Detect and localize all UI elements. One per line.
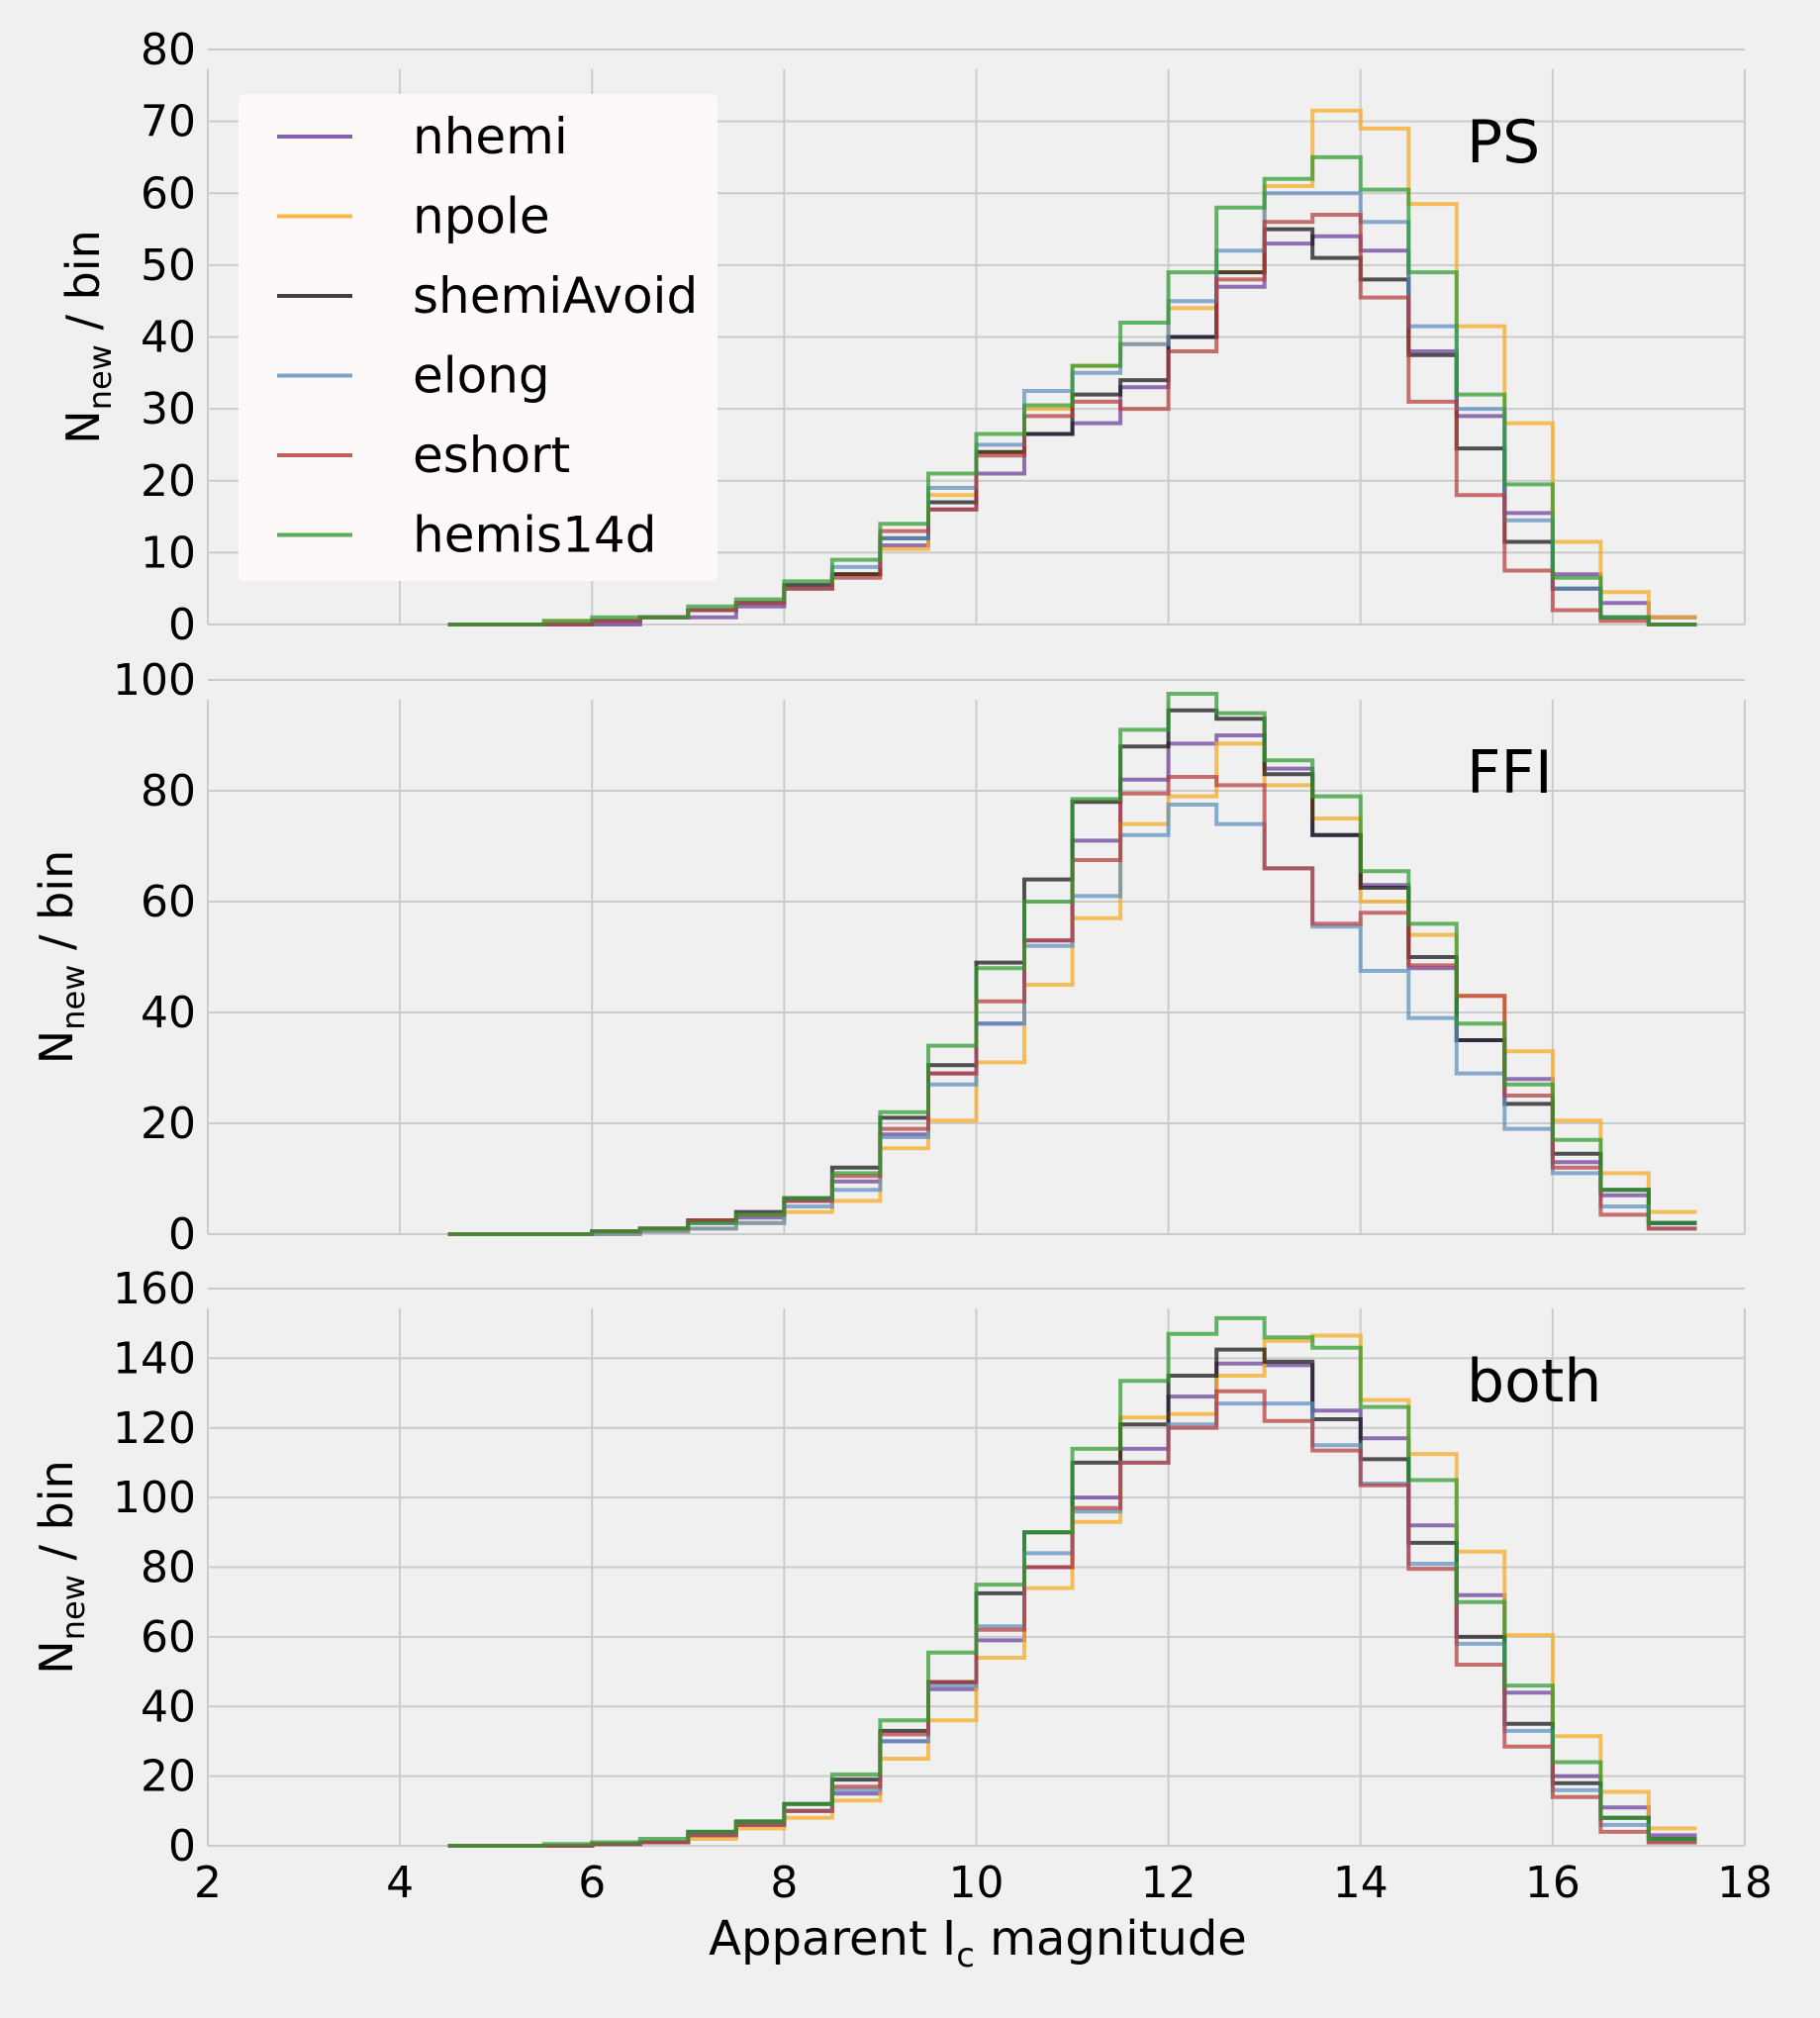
panel-label-FFI: FFI xyxy=(1467,738,1553,808)
y-axis-label: Nnew / bin xyxy=(30,1460,92,1674)
y-tick-label: 40 xyxy=(141,988,196,1038)
x-axis-label-main: Apparent I xyxy=(709,1911,956,1967)
y-tick-label: 60 xyxy=(141,1612,196,1663)
x-tick-label: 4 xyxy=(386,1858,414,1908)
panel-FFI: 0 20 40 60 80 100 FFI Nnew / bin xyxy=(30,655,1746,1260)
y-axis-label-subscript: new xyxy=(81,344,119,410)
legend-label-nhemi: nhemi xyxy=(413,108,568,165)
y-tick-label: 50 xyxy=(141,240,196,291)
y-tick-label: 80 xyxy=(141,1543,196,1593)
series-eshort-FFI xyxy=(447,775,1697,1236)
x-tick-label: 18 xyxy=(1717,1858,1772,1908)
y-tick-label: 80 xyxy=(141,25,196,75)
y-tick-label: 0 xyxy=(168,600,196,650)
y-axis-label-main: N xyxy=(30,1640,83,1674)
x-axis-label: Apparent Ic magnitude xyxy=(709,1911,1247,1975)
legend-label-shemiAvoid: shemiAvoid xyxy=(413,267,698,325)
legend-label-elong: elong xyxy=(413,347,550,405)
legend: nhemi npole shemiAvoid elong eshort hemis14d xyxy=(239,94,718,581)
series-npole-both xyxy=(447,1333,1697,1848)
legend-label-npole: npole xyxy=(413,188,550,245)
y-tick-label: 70 xyxy=(141,97,196,147)
y-axis-label-suffix: / bin xyxy=(56,230,110,344)
y-tick-label: 140 xyxy=(113,1333,196,1384)
x-axis-label-subscript: c xyxy=(956,1936,975,1975)
x-tick-label: 2 xyxy=(194,1858,222,1908)
x-tick-label: 10 xyxy=(949,1858,1005,1908)
y-axis-label: Nnew / bin xyxy=(30,850,92,1064)
legend-label-eshort: eshort xyxy=(413,427,570,484)
y-tick-label: 100 xyxy=(113,655,196,706)
y-axis-label-subscript: new xyxy=(54,965,92,1030)
y-tick-label: 0 xyxy=(168,1821,196,1872)
y-tick-label: 120 xyxy=(113,1403,196,1454)
y-axis-label-suffix: / bin xyxy=(30,850,83,965)
series-hemis14d-PS xyxy=(447,154,1697,626)
y-tick-label: 40 xyxy=(141,1682,196,1732)
series-eshort-both xyxy=(447,1389,1697,1848)
panel-both: 0 20 40 60 80 100 120 140 160 both Nnew / bin 2 4 6 8 1… xyxy=(30,1264,1772,1908)
y-axis-label-subscript: new xyxy=(54,1575,92,1640)
x-tick-label: 6 xyxy=(578,1858,606,1908)
y-axis-label-main: N xyxy=(30,1030,83,1064)
legend-label-hemis14d: hemis14d xyxy=(413,507,656,564)
y-tick-label: 40 xyxy=(141,313,196,363)
x-tick-label: 8 xyxy=(770,1858,798,1908)
y-tick-label: 60 xyxy=(141,877,196,927)
y-tick-label: 160 xyxy=(113,1264,196,1314)
panel-label-both: both xyxy=(1467,1347,1601,1416)
y-tick-label: 100 xyxy=(113,1473,196,1523)
y-tick-label: 20 xyxy=(141,1752,196,1802)
series-eshort-PS xyxy=(447,213,1697,626)
series-hemis14d-both xyxy=(447,1315,1697,1848)
x-axis-label-suffix: magnitude xyxy=(975,1911,1247,1967)
x-tick-label: 12 xyxy=(1141,1858,1197,1908)
y-tick-label: 80 xyxy=(141,766,196,817)
y-tick-label: 30 xyxy=(141,384,196,434)
panel-label-PS: PS xyxy=(1467,108,1540,177)
y-tick-label: 20 xyxy=(141,1099,196,1149)
y-axis-label-main: N xyxy=(56,410,110,443)
y-tick-label: 60 xyxy=(141,168,196,219)
y-axis-label-suffix: / bin xyxy=(30,1460,83,1575)
y-axis-label: Nnew / bin xyxy=(56,230,119,443)
y-tick-label: 10 xyxy=(141,528,196,578)
legend-box xyxy=(239,94,718,581)
x-tick-label: 16 xyxy=(1525,1858,1581,1908)
x-tick-label: 14 xyxy=(1333,1858,1389,1908)
series-hemis14d-FFI xyxy=(447,692,1697,1236)
y-tick-label: 20 xyxy=(141,456,196,507)
y-tick-label: 0 xyxy=(168,1209,196,1260)
